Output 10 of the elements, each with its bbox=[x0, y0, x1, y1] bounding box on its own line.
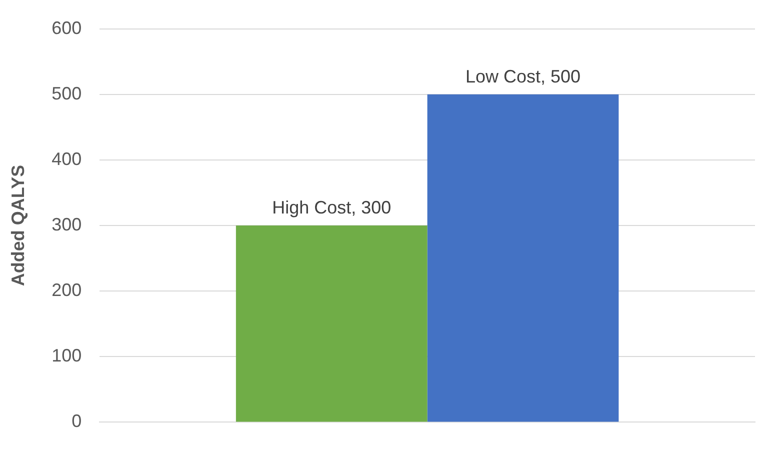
y-tick-label: 0 bbox=[72, 411, 82, 432]
y-tick-label: 300 bbox=[52, 214, 82, 234]
y-tick-label: 400 bbox=[52, 148, 82, 169]
data-label: High Cost, 300 bbox=[272, 197, 392, 218]
y-tick-label: 100 bbox=[52, 346, 82, 366]
data-label: Low Cost, 500 bbox=[465, 66, 581, 86]
y-tick-label: 500 bbox=[52, 83, 82, 104]
y-axis-title: Added QALYS bbox=[8, 164, 28, 286]
y-tick-label: 200 bbox=[52, 280, 82, 300]
y-tick-label: 600 bbox=[52, 18, 82, 38]
